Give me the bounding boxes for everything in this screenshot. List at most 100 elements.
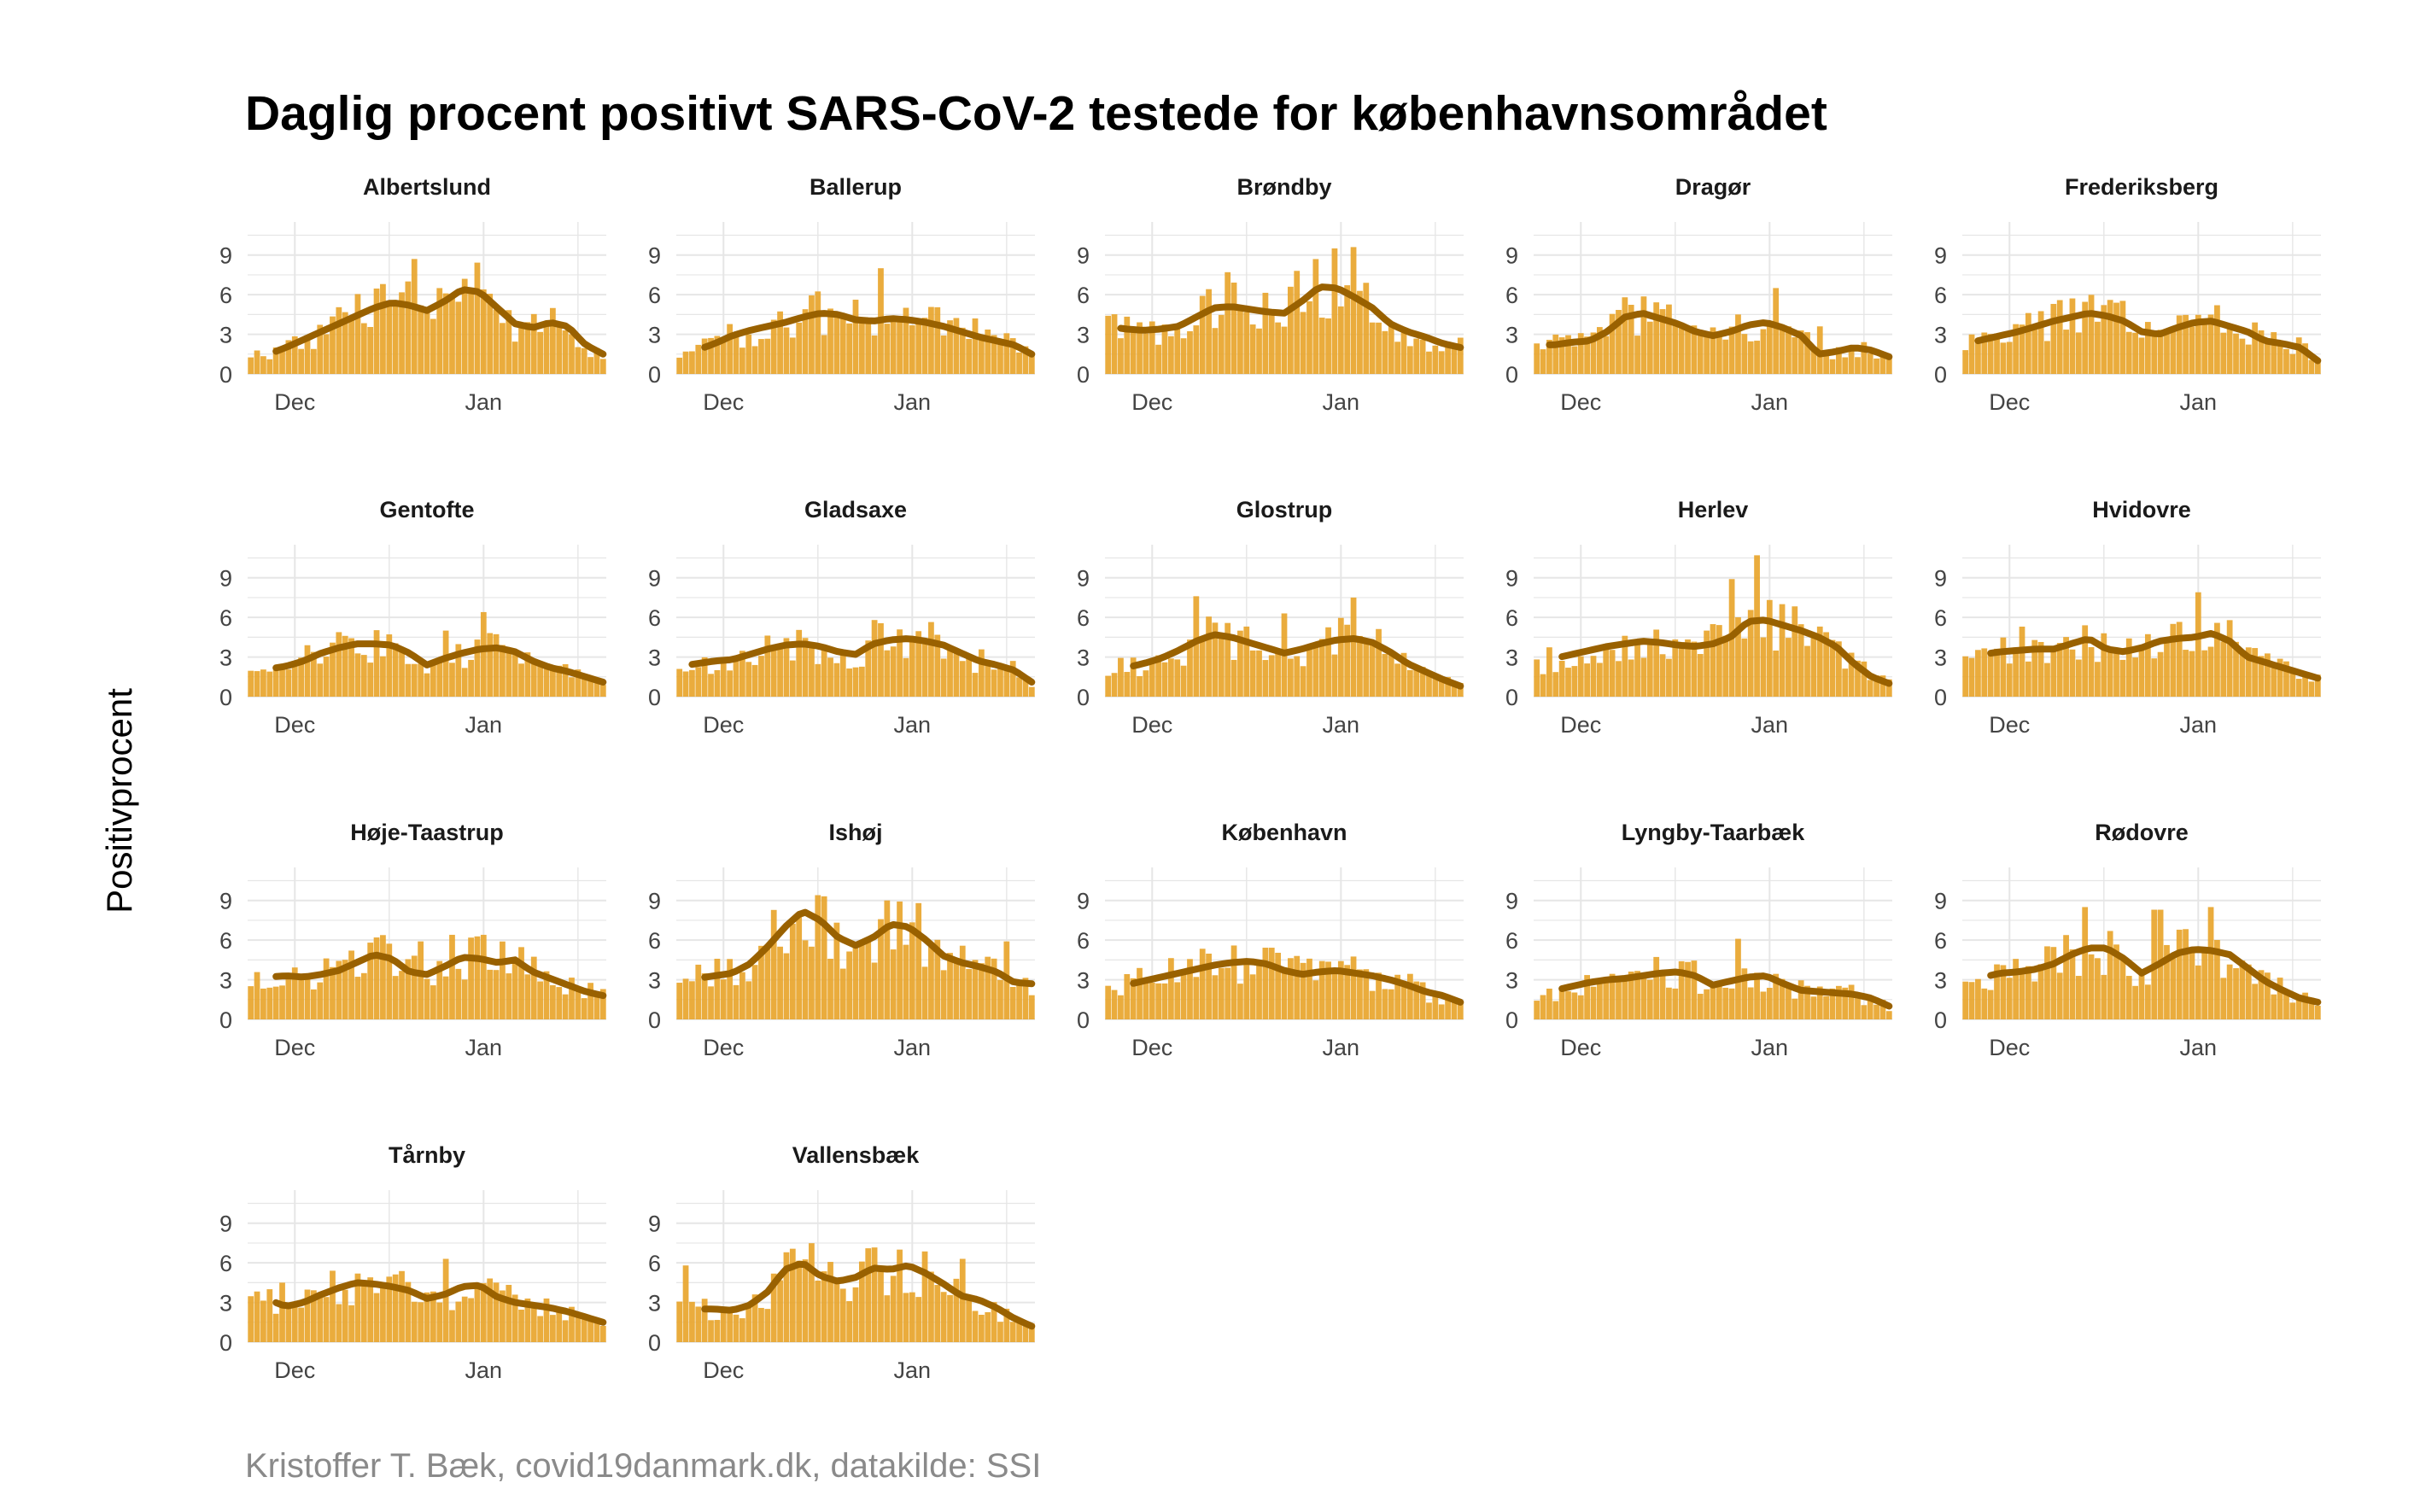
day-bar (1747, 341, 1754, 374)
day-bar (1584, 336, 1591, 374)
day-bar (2101, 974, 2107, 1019)
day-bar (1344, 624, 1351, 697)
trend-line (1558, 968, 1893, 1010)
day-bar (1306, 958, 1312, 1019)
day-bar (1558, 337, 1565, 374)
day-bar (770, 909, 777, 1019)
day-bar (1275, 322, 1282, 374)
day-bar (506, 648, 512, 697)
day-bar (2271, 332, 2277, 374)
day-bar (1747, 610, 1754, 697)
day-bar (260, 1300, 266, 1342)
day-bar (587, 1318, 593, 1342)
day-bar (1754, 972, 1760, 1019)
y-tick-label: 9 (1934, 243, 1947, 269)
day-bar (1879, 675, 1886, 697)
day-bar (708, 337, 714, 374)
day-bar (1300, 666, 1306, 697)
x-tick-label: Dec (703, 1357, 744, 1383)
day-bar (2013, 959, 2020, 1019)
day-bar (493, 1282, 500, 1342)
day-bar (272, 347, 279, 374)
day-bar (727, 670, 734, 697)
day-bar (928, 306, 934, 374)
day-bar (953, 1278, 960, 1342)
day-bar (695, 964, 702, 1019)
day-bar (411, 663, 418, 697)
day-bar (461, 278, 468, 374)
day-bar (1565, 335, 1571, 374)
day-bar (461, 1296, 468, 1342)
day-bar (1565, 668, 1571, 697)
day-bar (1143, 333, 1149, 374)
day-bar (285, 340, 292, 374)
day-bar (815, 291, 821, 374)
day-bar (959, 327, 966, 374)
day-bar (1640, 296, 1647, 374)
day-bar (1760, 991, 1767, 1019)
x-tick-label: Jan (1751, 389, 1789, 415)
day-bar (1325, 627, 1331, 697)
day-bar (487, 294, 494, 374)
day-bar (399, 971, 405, 1019)
day-bar (1810, 349, 1817, 374)
day-bar (2170, 330, 2177, 374)
day-bar (928, 622, 934, 697)
day-bar (997, 340, 1003, 374)
day-bar (336, 960, 342, 1019)
day-bar (468, 659, 474, 697)
day-bar (1741, 968, 1748, 1019)
day-bar (1357, 635, 1363, 697)
day-bar (701, 973, 708, 1019)
day-bar (1773, 650, 1780, 697)
day-bar (1124, 316, 1131, 374)
day-bar (1678, 960, 1685, 1019)
day-bar (676, 668, 683, 697)
day-bar (2050, 947, 2057, 1019)
day-bar (336, 306, 342, 374)
day-bar (1382, 989, 1388, 1019)
day-bar (928, 946, 934, 1019)
facet-panel: Gladsaxe 0 3 6 9 Dec Jan (648, 497, 1036, 738)
day-bar (1735, 314, 1741, 374)
day-bar (1804, 645, 1810, 697)
x-tick-label: Dec (703, 712, 744, 738)
day-bar (449, 934, 455, 1019)
day-bar (1281, 326, 1288, 374)
day-bar (436, 1302, 443, 1342)
day-bar (2006, 978, 2013, 1019)
day-bar (537, 331, 544, 374)
day-bar (2095, 321, 2101, 374)
day-bar (1634, 971, 1640, 1019)
day-bar (2119, 659, 2126, 697)
day-bar (2019, 324, 2025, 374)
day-bar (682, 1265, 689, 1342)
day-bar (1432, 345, 1439, 374)
day-bar (978, 1314, 985, 1342)
day-bar (676, 1301, 683, 1342)
day-bar (1855, 995, 1861, 1019)
x-tick-label: Dec (1131, 712, 1172, 738)
day-bar (418, 1302, 424, 1342)
day-bar (323, 1297, 330, 1342)
y-tick-label: 3 (1077, 645, 1090, 671)
trend-line (1130, 631, 1464, 690)
day-bar (1016, 1319, 1022, 1342)
day-bar (720, 1312, 727, 1342)
day-bar (2226, 620, 2233, 697)
day-bar (1124, 973, 1131, 1019)
day-bar (2295, 995, 2302, 1019)
day-bar (1350, 956, 1357, 1019)
y-tick-label: 3 (219, 323, 232, 348)
day-bar (714, 958, 721, 1019)
day-bar (1382, 653, 1388, 697)
day-bar (581, 998, 587, 1019)
day-bar (298, 657, 305, 697)
day-bar (972, 1311, 979, 1342)
day-bar (1855, 357, 1861, 374)
day-bar (1022, 1323, 1029, 1342)
day-bar (1981, 988, 1988, 1019)
day-bar (1710, 985, 1716, 1019)
y-tick-label: 6 (1505, 928, 1518, 954)
day-bar (1546, 340, 1552, 374)
